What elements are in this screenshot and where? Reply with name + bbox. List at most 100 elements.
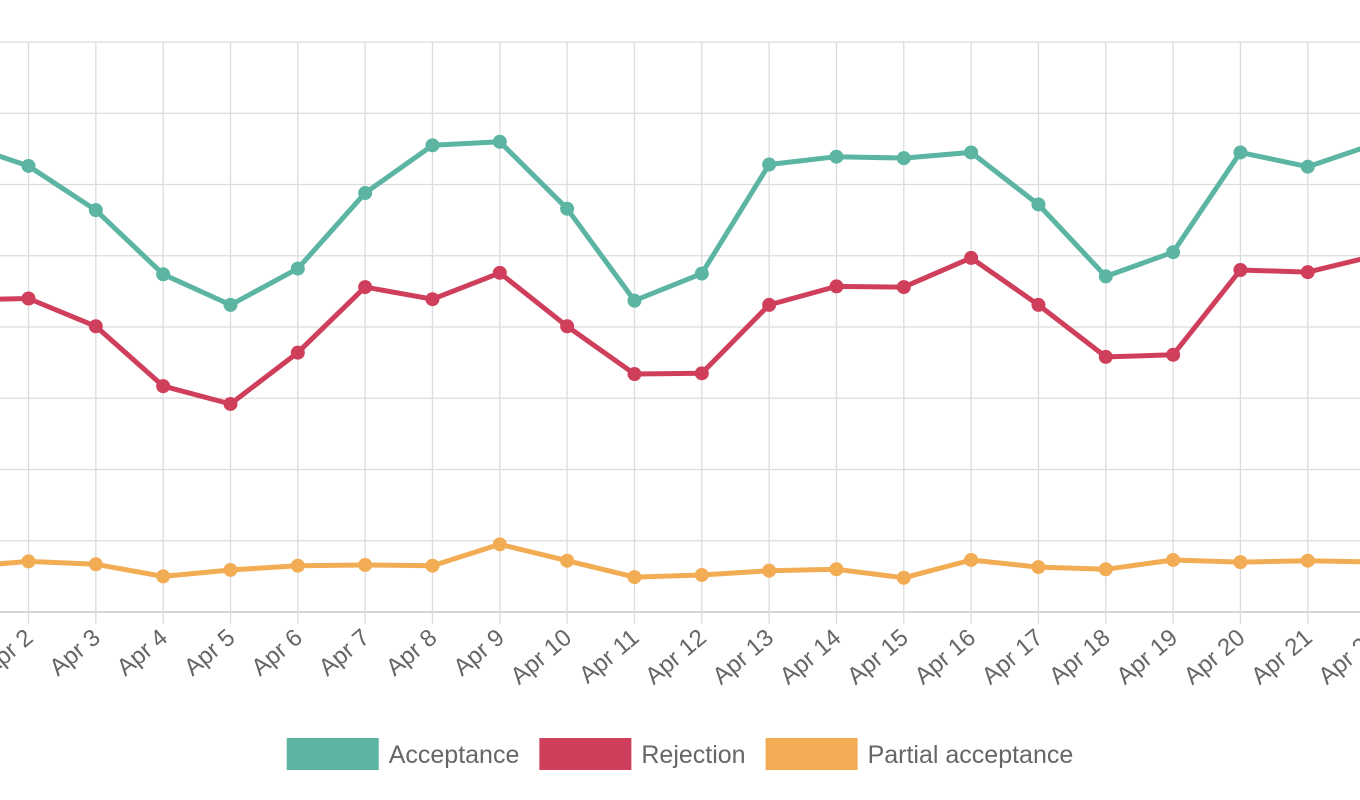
data-point[interactable] xyxy=(964,250,979,265)
data-point[interactable] xyxy=(762,563,777,578)
x-tick-label: Apr 8 xyxy=(381,624,442,682)
data-point[interactable] xyxy=(425,558,440,573)
data-point[interactable] xyxy=(1098,349,1113,364)
data-point[interactable] xyxy=(223,562,238,577)
x-tick-label: Apr 2 xyxy=(0,624,38,682)
data-point[interactable] xyxy=(21,554,36,569)
data-point[interactable] xyxy=(964,552,979,567)
data-point[interactable] xyxy=(560,201,575,216)
legend-swatch xyxy=(539,738,632,770)
x-tick-label: Apr 17 xyxy=(977,624,1049,690)
data-point[interactable] xyxy=(1233,263,1248,277)
data-point[interactable] xyxy=(290,558,305,573)
x-tick-label: Apr 7 xyxy=(314,624,375,682)
data-point[interactable] xyxy=(1300,265,1315,280)
data-point[interactable] xyxy=(425,292,440,307)
data-point[interactable] xyxy=(1098,269,1113,284)
data-point[interactable] xyxy=(1300,159,1315,174)
data-point[interactable] xyxy=(358,280,373,295)
series-line xyxy=(0,255,1360,407)
data-point[interactable] xyxy=(1098,562,1113,577)
data-point[interactable] xyxy=(1031,197,1046,212)
x-tick-label: Apr 3 xyxy=(44,624,105,682)
data-point[interactable] xyxy=(694,366,709,381)
series-acceptance xyxy=(0,134,1360,312)
data-point[interactable] xyxy=(829,562,844,577)
data-point[interactable] xyxy=(694,266,709,281)
data-point[interactable] xyxy=(88,203,103,218)
data-point[interactable] xyxy=(290,261,305,276)
series-line xyxy=(0,139,1360,308)
data-point[interactable] xyxy=(21,291,36,306)
data-point[interactable] xyxy=(88,557,103,572)
data-point[interactable] xyxy=(358,557,373,572)
x-tick-label: Apr 15 xyxy=(842,624,914,690)
data-point[interactable] xyxy=(1300,553,1315,568)
legend-label: Rejection xyxy=(641,741,745,769)
data-point[interactable] xyxy=(1031,297,1046,312)
data-point[interactable] xyxy=(560,319,575,334)
data-point[interactable] xyxy=(1031,560,1046,575)
legend-item[interactable]: Acceptance xyxy=(286,738,520,770)
data-point[interactable] xyxy=(762,157,777,172)
data-point[interactable] xyxy=(560,553,575,568)
series-layer xyxy=(0,134,1360,585)
data-point[interactable] xyxy=(829,279,844,294)
data-point[interactable] xyxy=(1233,145,1248,160)
x-tick-label: Apr 6 xyxy=(246,624,307,682)
x-tick-label: Apr 11 xyxy=(574,624,644,689)
legend-swatch xyxy=(765,738,858,770)
x-tick-label: Apr 18 xyxy=(1044,624,1116,690)
data-point[interactable] xyxy=(896,570,911,585)
x-tick-label: Apr 13 xyxy=(707,624,779,690)
data-point[interactable] xyxy=(156,267,171,282)
data-point[interactable] xyxy=(425,138,440,153)
data-point[interactable] xyxy=(896,280,911,295)
legend-swatch xyxy=(286,738,379,770)
data-point[interactable] xyxy=(694,567,709,582)
grid xyxy=(0,41,1360,624)
data-point[interactable] xyxy=(492,265,507,280)
legend: Acceptance Rejection Partial acceptance xyxy=(286,738,1074,770)
data-point[interactable] xyxy=(829,149,844,164)
x-tick-label: Apr 10 xyxy=(505,624,577,690)
data-point[interactable] xyxy=(88,319,103,334)
x-tick-label: Apr 12 xyxy=(640,624,712,690)
x-tick-label: Apr 20 xyxy=(1179,624,1251,690)
series-rejection xyxy=(0,250,1360,411)
data-point[interactable] xyxy=(964,145,979,160)
data-point[interactable] xyxy=(156,379,171,394)
x-tick-label: Apr 4 xyxy=(112,624,173,682)
data-point[interactable] xyxy=(492,537,507,552)
data-point[interactable] xyxy=(492,134,507,149)
data-point[interactable] xyxy=(627,367,642,382)
data-point[interactable] xyxy=(627,570,642,585)
data-point[interactable] xyxy=(762,297,777,312)
series-partial-acceptance xyxy=(0,537,1360,585)
legend-label: Acceptance xyxy=(389,741,520,769)
x-tick-label: Apr 14 xyxy=(775,624,847,690)
legend-label: Partial acceptance xyxy=(868,741,1074,769)
data-point[interactable] xyxy=(223,297,238,312)
data-point[interactable] xyxy=(223,396,238,411)
legend-item[interactable]: Rejection xyxy=(539,738,746,770)
data-point[interactable] xyxy=(21,158,36,173)
x-tick-label: Apr 9 xyxy=(448,624,509,682)
data-point[interactable] xyxy=(1166,552,1181,567)
x-tick-label: Apr 16 xyxy=(909,624,981,690)
x-tick-label: Apr 21 xyxy=(1246,624,1318,690)
data-point[interactable] xyxy=(896,151,911,166)
x-tick-label: Apr 22 xyxy=(1313,624,1360,690)
data-point[interactable] xyxy=(627,293,642,308)
data-point[interactable] xyxy=(1166,347,1181,362)
data-point[interactable] xyxy=(156,569,171,584)
x-tick-label: Apr 19 xyxy=(1111,624,1183,690)
legend-item[interactable]: Partial acceptance xyxy=(765,738,1074,770)
data-point[interactable] xyxy=(1233,555,1248,570)
data-point[interactable] xyxy=(1166,245,1181,260)
data-point[interactable] xyxy=(290,345,305,360)
data-point[interactable] xyxy=(358,186,373,201)
